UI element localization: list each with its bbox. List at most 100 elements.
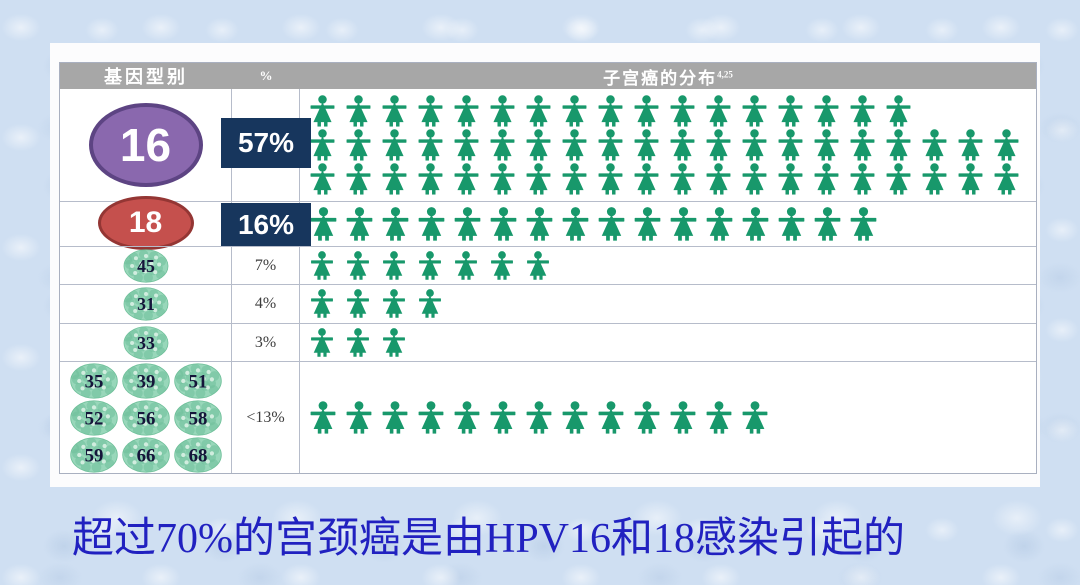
svg-text:35: 35 (84, 371, 103, 392)
percent-box-16: 16% (221, 203, 311, 246)
person-icon (813, 206, 842, 243)
row-hpv31: 31 4% (60, 284, 1036, 323)
person-icon (993, 163, 1020, 196)
person-icon (345, 163, 372, 196)
virus-icon-31: 31 (122, 287, 170, 321)
person-icon (381, 289, 407, 319)
person-icon (741, 163, 768, 196)
pictogram-line (309, 289, 1036, 319)
person-icon (741, 95, 768, 128)
virus-icon-66: 66 (121, 436, 171, 473)
row-hpv-other-group: 35 39 51 52 56 58 59 66 68 <13% (60, 361, 1036, 473)
row-hpv18: 18 16% (60, 195, 1036, 250)
virus-icon-51: 51 (173, 362, 223, 399)
person-icon (381, 95, 408, 128)
person-icon (309, 129, 336, 162)
distribution-cell-33 (300, 324, 1036, 361)
svg-text:51: 51 (188, 371, 207, 392)
person-icon (309, 289, 335, 319)
genotype-cell-16: 16 (60, 89, 232, 201)
person-icon (633, 129, 660, 162)
pictogram-line (309, 327, 1036, 358)
person-icon (309, 95, 336, 128)
person-icon (669, 163, 696, 196)
pictogram-line (309, 128, 1036, 162)
pictogram-line (309, 94, 1036, 128)
row-hpv16: 16 57% (60, 89, 1036, 201)
person-icon (309, 327, 335, 358)
person-icon (921, 163, 948, 196)
svg-text:39: 39 (136, 371, 155, 392)
person-icon (921, 129, 948, 162)
virus-icon-56: 56 (121, 399, 171, 436)
person-icon (561, 206, 590, 243)
virus-icon-45: 45 (122, 248, 170, 283)
pictogram-hpv16 (309, 94, 1036, 196)
distribution-cell-45 (300, 247, 1036, 284)
person-icon (597, 206, 626, 243)
person-icon (777, 206, 806, 243)
person-icon (345, 399, 373, 437)
header-percent: % (259, 68, 273, 83)
person-icon (669, 95, 696, 128)
genotype-cell-45: 45 (60, 247, 232, 284)
svg-text:45: 45 (137, 256, 155, 276)
person-icon (381, 399, 409, 437)
person-icon (525, 129, 552, 162)
person-icon (777, 129, 804, 162)
reference-superscript: 4,25 (717, 68, 733, 79)
person-icon (453, 163, 480, 196)
person-icon (525, 163, 552, 196)
person-icon (453, 250, 479, 281)
person-icon (633, 163, 660, 196)
person-icon (417, 163, 444, 196)
genotype-badge-18: 18 (97, 195, 194, 250)
person-icon (813, 163, 840, 196)
person-icon (345, 250, 371, 281)
virus-icon-35: 35 (69, 362, 119, 399)
person-icon (489, 95, 516, 128)
virus-icon-33: 33 (122, 325, 170, 360)
pictogram-hpv18 (309, 206, 1036, 243)
person-icon (381, 206, 410, 243)
person-icon (705, 129, 732, 162)
person-icon (957, 129, 984, 162)
person-icon (993, 129, 1020, 162)
person-icon (849, 206, 878, 243)
person-icon (849, 129, 876, 162)
person-icon (597, 399, 625, 437)
genotype-badge-16: 16 (88, 103, 203, 187)
header-distribution: 子宫癌的分布4,25 (300, 64, 1036, 89)
distribution-cell-18 (300, 202, 1036, 246)
person-icon (381, 163, 408, 196)
pictogram-line (309, 206, 1036, 243)
person-icon (417, 250, 443, 281)
virus-icon-68: 68 (173, 436, 223, 473)
svg-text:58: 58 (188, 408, 207, 429)
person-icon (561, 95, 588, 128)
svg-text:68: 68 (188, 445, 207, 466)
person-icon (489, 163, 516, 196)
person-icon (453, 95, 480, 128)
person-icon (813, 129, 840, 162)
person-icon (381, 250, 407, 281)
person-icon (453, 399, 481, 437)
person-icon (525, 250, 551, 281)
person-icon (561, 129, 588, 162)
row-hpv33: 33 3% (60, 323, 1036, 361)
person-icon (705, 206, 734, 243)
person-icon (345, 206, 374, 243)
pictogram-hpv-other (309, 399, 1036, 437)
person-icon (489, 399, 517, 437)
header-genotype: 基因型别 (104, 67, 188, 87)
svg-text:33: 33 (137, 333, 155, 353)
person-icon (381, 129, 408, 162)
person-icon (489, 250, 515, 281)
person-icon (705, 95, 732, 128)
person-icon (849, 95, 876, 128)
virus-icon-52: 52 (69, 399, 119, 436)
percent-value-45: 7% (232, 247, 300, 284)
distribution-cell-16 (300, 89, 1036, 201)
svg-text:52: 52 (84, 408, 103, 429)
virus-icon-59: 59 (69, 436, 119, 473)
